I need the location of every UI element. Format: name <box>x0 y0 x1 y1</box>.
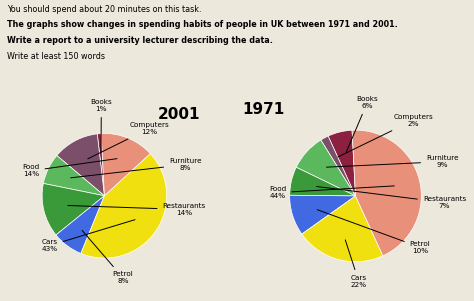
Text: 2001: 2001 <box>157 107 200 122</box>
Wedge shape <box>290 167 356 196</box>
Text: Books
6%: Books 6% <box>346 96 378 152</box>
Text: Food
14%: Food 14% <box>22 159 117 177</box>
Wedge shape <box>321 136 356 196</box>
Wedge shape <box>56 196 104 253</box>
Wedge shape <box>101 133 150 196</box>
Wedge shape <box>97 134 104 196</box>
Text: Food
44%: Food 44% <box>269 186 394 199</box>
Text: The graphs show changes in spending habits of people in UK between 1971 and 2001: The graphs show changes in spending habi… <box>7 20 398 29</box>
Text: Furniture
9%: Furniture 9% <box>327 155 459 168</box>
Text: Cars
22%: Cars 22% <box>345 240 367 288</box>
Text: Write at least 150 words: Write at least 150 words <box>7 52 105 61</box>
Wedge shape <box>42 183 104 235</box>
Text: Books
1%: Books 1% <box>91 99 112 153</box>
Text: Computers
12%: Computers 12% <box>88 122 169 159</box>
Wedge shape <box>296 140 356 196</box>
Text: Furniture
8%: Furniture 8% <box>71 158 202 178</box>
Text: Write a report to a university lecturer describing the data.: Write a report to a university lecturer … <box>7 36 273 45</box>
Text: Restaurants
14%: Restaurants 14% <box>68 203 206 216</box>
Text: Cars
43%: Cars 43% <box>42 220 135 252</box>
Text: You should spend about 20 minutes on this task.: You should spend about 20 minutes on thi… <box>7 5 201 14</box>
Text: 1971: 1971 <box>242 102 284 117</box>
Wedge shape <box>290 195 356 234</box>
Wedge shape <box>81 154 167 258</box>
Text: Petrol
10%: Petrol 10% <box>317 210 430 254</box>
Text: Restaurants
7%: Restaurants 7% <box>317 187 466 209</box>
Text: Petrol
8%: Petrol 8% <box>82 230 134 284</box>
Wedge shape <box>57 134 104 196</box>
Wedge shape <box>328 130 356 196</box>
Wedge shape <box>352 130 421 256</box>
Text: Computers
2%: Computers 2% <box>338 114 433 157</box>
Wedge shape <box>302 196 383 262</box>
Wedge shape <box>43 156 104 196</box>
